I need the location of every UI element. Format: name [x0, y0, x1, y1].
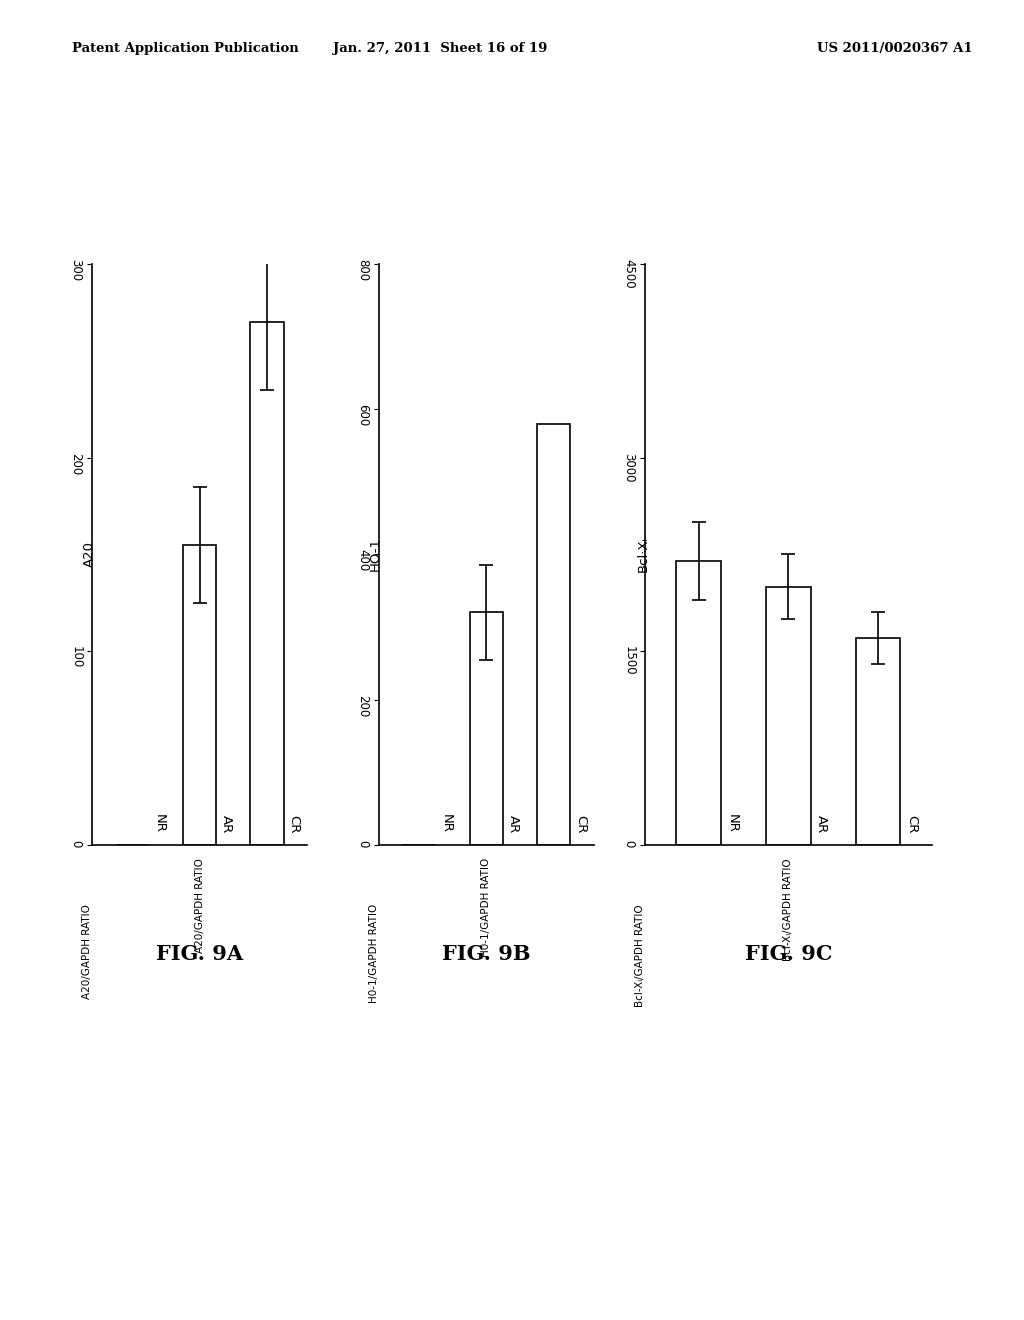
Text: Bcl-Xₗ/GAPDH RATIO: Bcl-Xₗ/GAPDH RATIO	[635, 904, 645, 1007]
Text: CR: CR	[287, 814, 300, 833]
Text: A20/GAPDH RATIO: A20/GAPDH RATIO	[195, 858, 205, 953]
Bar	[856, 639, 900, 845]
Text: NR: NR	[439, 814, 453, 833]
Text: Bcl-Xₗ/GAPDH RATIO: Bcl-Xₗ/GAPDH RATIO	[783, 858, 794, 961]
Text: US 2011/0020367 A1: US 2011/0020367 A1	[817, 42, 973, 55]
Text: A20/GAPDH RATIO: A20/GAPDH RATIO	[82, 904, 92, 999]
Text: A20: A20	[83, 541, 95, 568]
Text: H0-1/GAPDH RATIO: H0-1/GAPDH RATIO	[369, 904, 379, 1003]
Bar	[250, 322, 284, 845]
Text: NR: NR	[726, 814, 738, 833]
Text: AR: AR	[815, 814, 828, 833]
Text: AR: AR	[220, 814, 232, 833]
Text: HO-1: HO-1	[370, 537, 382, 572]
Text: CR: CR	[573, 814, 587, 833]
Text: CR: CR	[905, 814, 918, 833]
Bar	[677, 561, 721, 845]
Text: NR: NR	[153, 814, 166, 833]
Text: AR: AR	[507, 814, 519, 833]
Bar	[183, 545, 216, 845]
Text: Jan. 27, 2011  Sheet 16 of 19: Jan. 27, 2011 Sheet 16 of 19	[333, 42, 548, 55]
Text: Bcl·Xₗ: Bcl·Xₗ	[637, 536, 649, 573]
Bar	[766, 586, 811, 845]
Text: FIG. 9B: FIG. 9B	[442, 944, 530, 964]
Bar	[470, 612, 503, 845]
Text: FIG. 9A: FIG. 9A	[156, 944, 244, 964]
Text: Patent Application Publication: Patent Application Publication	[72, 42, 298, 55]
Text: H0-1/GAPDH RATIO: H0-1/GAPDH RATIO	[481, 858, 492, 957]
Text: FIG. 9C: FIG. 9C	[744, 944, 833, 964]
Bar	[537, 424, 570, 845]
